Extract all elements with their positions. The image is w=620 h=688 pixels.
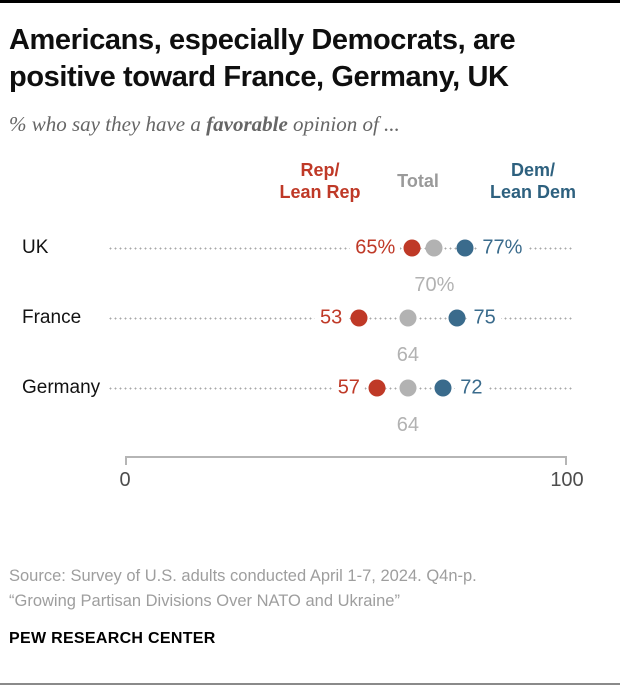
x-axis-label-min: 0 xyxy=(119,469,131,491)
total-dot xyxy=(399,379,417,397)
chart-title-line2: positive toward France, Germany, UK xyxy=(9,61,509,93)
subtitle-suffix: opinion of ... xyxy=(287,112,400,136)
leader-line xyxy=(108,247,573,250)
dem-value-label: 75 xyxy=(468,306,501,330)
category-label: UK xyxy=(22,237,49,258)
chart-title-line1: Americans, especially Democrats, are xyxy=(9,24,516,56)
chart-title: Americans, especially Democrats, are posi… xyxy=(9,22,613,96)
legend-rep: Rep/ Lean Rep xyxy=(279,160,361,202)
category-label: France xyxy=(22,307,82,328)
x-axis-line xyxy=(125,456,567,465)
bottom-border-rule xyxy=(0,683,620,685)
total-value-label: 70% xyxy=(414,274,455,296)
subtitle-prefix: % who say they have a xyxy=(9,112,207,136)
legend-dem: Dem/ Lean Dem xyxy=(489,160,577,202)
top-border-rule xyxy=(0,0,620,3)
dem-value-label: 72 xyxy=(455,376,488,400)
subtitle-bold-word: favorable xyxy=(206,112,288,136)
chart-area: Rep/ Lean Rep Total Dem/ Lean Dem UK 65% 7… xyxy=(22,160,584,491)
total-dot xyxy=(399,309,417,327)
rep-value-label: 65% xyxy=(350,236,401,260)
rep-value-label: 57 xyxy=(332,376,365,400)
rep-dot xyxy=(368,379,386,397)
total-dot xyxy=(425,239,443,257)
dem-dot xyxy=(448,309,465,327)
legend-total: Total xyxy=(397,171,439,191)
rep-value-label: 53 xyxy=(315,306,348,330)
dem-value-label: 77% xyxy=(477,236,528,260)
source-line2: “Growing Partisan Divisions Over NATO an… xyxy=(9,592,400,610)
total-value-label: 64 xyxy=(396,344,419,366)
rep-dot xyxy=(350,309,368,327)
x-axis-label-max: 100 xyxy=(550,469,584,491)
dem-dot xyxy=(434,379,452,397)
rep-dot xyxy=(403,239,421,257)
dem-dot xyxy=(456,239,474,257)
brand-footer: PEW RESEARCH CENTER xyxy=(9,630,216,647)
category-label: Germany xyxy=(22,377,101,398)
total-value-label: 64 xyxy=(396,414,419,436)
source-line1: Source: Survey of U.S. adults conducted … xyxy=(9,567,477,585)
chart-subtitle: % who say they have a favorable opinion … xyxy=(9,112,613,137)
source-note: Source: Survey of U.S. adults conducted … xyxy=(9,564,613,614)
